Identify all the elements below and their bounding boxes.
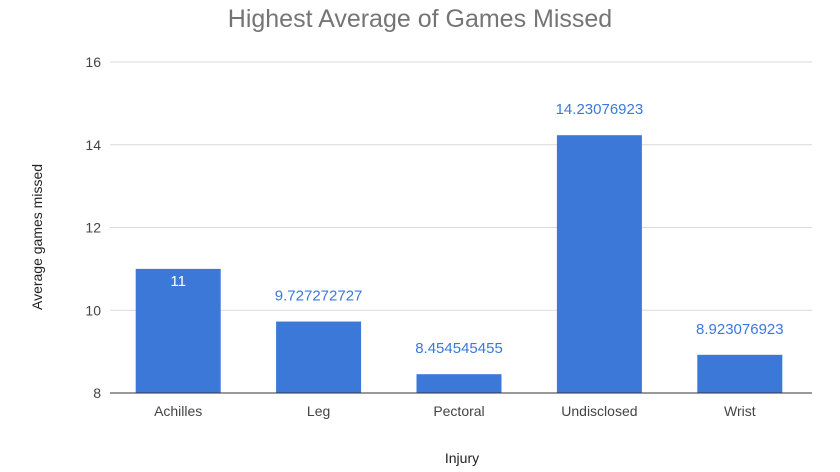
data-labels: 11 9.727272727 8.454545455 14.23076923 8.923… [170, 101, 783, 357]
bar-pectoral [416, 374, 502, 393]
x-tick-label: Leg [307, 403, 330, 419]
x-tick-label: Undisclosed [561, 403, 637, 419]
x-axis-title: Injury [445, 450, 479, 466]
bars [135, 135, 783, 394]
bar-wrist [697, 354, 783, 393]
y-tick-label: 10 [85, 302, 101, 318]
y-tick-label: 12 [85, 220, 101, 236]
data-label-leg: 9.727272727 [275, 288, 363, 305]
y-tick-label: 8 [93, 385, 101, 401]
y-tick-label: 14 [85, 137, 101, 153]
y-axis-ticks: 8 10 12 14 16 [85, 54, 101, 401]
data-label-pectoral: 8.454545455 [415, 340, 503, 357]
x-tick-label: Pectoral [433, 403, 484, 419]
chart-title: Highest Average of Games Missed [228, 5, 612, 33]
data-label-achilles: 11 [170, 273, 186, 290]
x-tick-label: Wrist [724, 403, 756, 419]
bar-leg [276, 321, 362, 393]
bar-undisclosed [556, 135, 642, 394]
gridlines [110, 61, 812, 311]
x-tick-label: Achilles [154, 403, 202, 419]
y-tick-label: 16 [85, 54, 101, 70]
data-label-wrist: 8.923076923 [696, 321, 784, 338]
bar-achilles [135, 268, 221, 393]
y-axis-title: Average games missed [29, 164, 45, 310]
data-label-undisclosed: 14.23076923 [556, 101, 644, 118]
x-axis-ticks: Achilles Leg Pectoral Undisclosed Wrist [154, 403, 756, 419]
